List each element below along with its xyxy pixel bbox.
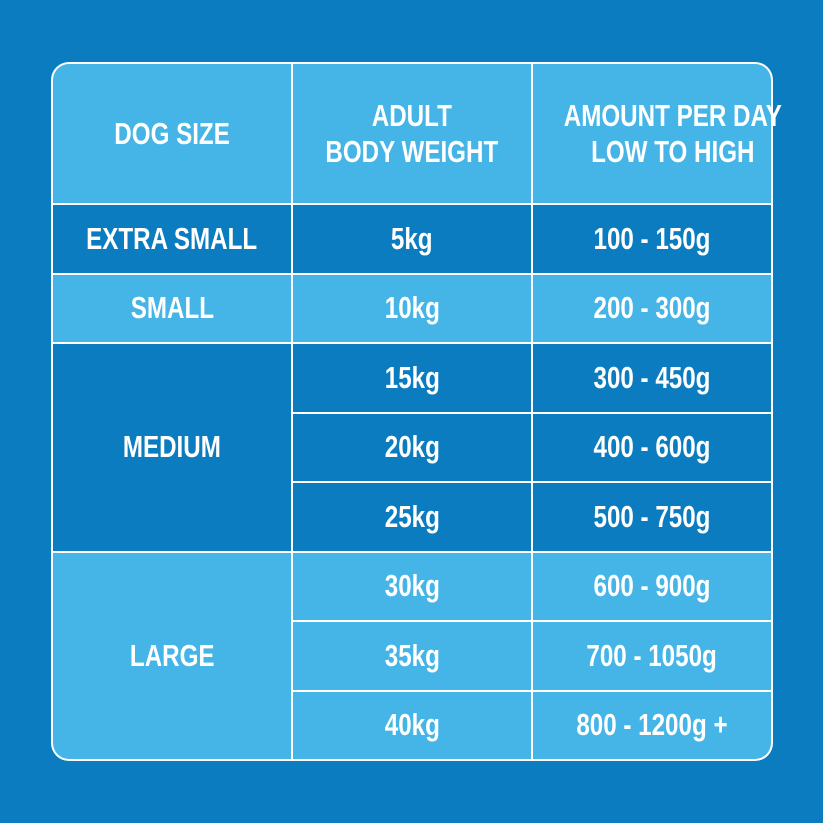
body-row: SMALL 10kg 200 - 300g	[53, 274, 771, 342]
amount-cell: 200 - 300g	[533, 274, 771, 342]
feeding-table: DOG SIZE ADULT BODY WEIGHT AMOUNT PER DAY LO…	[51, 62, 782, 761]
daily-amount: 100 - 150g	[593, 220, 711, 256]
daily-amount: 800 - 1200g +	[576, 707, 728, 743]
amount-cell: 700 - 1050g	[533, 622, 771, 690]
size-cell: EXTRA SMALL	[53, 205, 291, 273]
amount-cell: 600 - 900g	[533, 552, 771, 620]
size-cell: LARGE	[53, 552, 291, 759]
body-row: EXTRA SMALL 5kg 100 - 150g	[53, 205, 771, 273]
header-line: ADULT	[371, 97, 453, 133]
body-row: 40kg 800 - 1200g +	[53, 691, 771, 759]
daily-amount: 500 - 750g	[593, 498, 711, 534]
daily-amount: 200 - 300g	[593, 290, 711, 326]
header-row: DOG SIZE ADULT BODY WEIGHT AMOUNT PER DAY LO…	[53, 64, 782, 203]
weight-cell: 35kg	[293, 622, 531, 690]
header-line: BODY WEIGHT	[325, 133, 499, 169]
header-line: AMOUNT PER DAY	[563, 97, 782, 133]
weight-cell: 20kg	[293, 413, 531, 481]
amount-cell: 400 - 600g	[533, 413, 771, 481]
dog-size: SMALL	[130, 290, 214, 326]
size-cell: SMALL	[53, 274, 291, 342]
daily-amount: 700 - 1050g	[586, 637, 718, 673]
header-text: DOG SIZE	[114, 116, 230, 152]
daily-amount: 400 - 600g	[593, 429, 711, 465]
header-cell: ADULT BODY WEIGHT	[293, 64, 531, 203]
amount-cell: 800 - 1200g +	[533, 691, 771, 759]
weight-cell: 10kg	[293, 274, 531, 342]
amount-cell: 100 - 150g	[533, 205, 771, 273]
weight-cell: 15kg	[293, 344, 531, 412]
dog-size: EXTRA SMALL	[86, 220, 258, 256]
header-line: DOG SIZE	[114, 115, 230, 151]
body-row: 25kg 500 - 750g	[53, 483, 771, 551]
body-weight: 30kg	[384, 568, 440, 604]
body-weight: 35kg	[384, 637, 440, 673]
body-row: 35kg 700 - 1050g	[53, 622, 771, 690]
dog-size: LARGE	[129, 637, 215, 673]
weight-cell: 40kg	[293, 691, 531, 759]
size-cell: MEDIUM	[53, 344, 291, 551]
amount-cell: 500 - 750g	[533, 483, 771, 551]
table-frame: DOG SIZE ADULT BODY WEIGHT AMOUNT PER DAY LO…	[51, 62, 782, 761]
body-weight: 10kg	[384, 290, 440, 326]
header-text: ADULT BODY WEIGHT	[326, 98, 499, 170]
body-weight: 25kg	[384, 498, 440, 534]
body-weight: 15kg	[384, 359, 440, 395]
daily-amount: 300 - 450g	[593, 359, 711, 395]
daily-amount: 600 - 900g	[593, 568, 711, 604]
body-weight: 40kg	[384, 707, 440, 743]
body-row: 20kg 400 - 600g	[53, 413, 771, 481]
body-weight: 5kg	[391, 220, 433, 256]
body-row: MEDIUM 15kg 300 - 450g	[53, 344, 771, 551]
dog-size: MEDIUM	[122, 429, 222, 465]
header-line: LOW TO HIGH	[591, 133, 755, 169]
weight-cell: 5kg	[293, 205, 531, 273]
body-weight: 20kg	[384, 429, 440, 465]
header-text: AMOUNT PER DAY LOW TO HIGH	[564, 98, 782, 170]
header-cell: DOG SIZE	[53, 64, 291, 203]
weight-cell: 25kg	[293, 483, 531, 551]
amount-cell: 300 - 450g	[533, 344, 771, 412]
weight-cell: 30kg	[293, 552, 531, 620]
body-row: LARGE 30kg 600 - 900g	[53, 552, 771, 759]
header-cell: AMOUNT PER DAY LOW TO HIGH	[533, 64, 782, 203]
